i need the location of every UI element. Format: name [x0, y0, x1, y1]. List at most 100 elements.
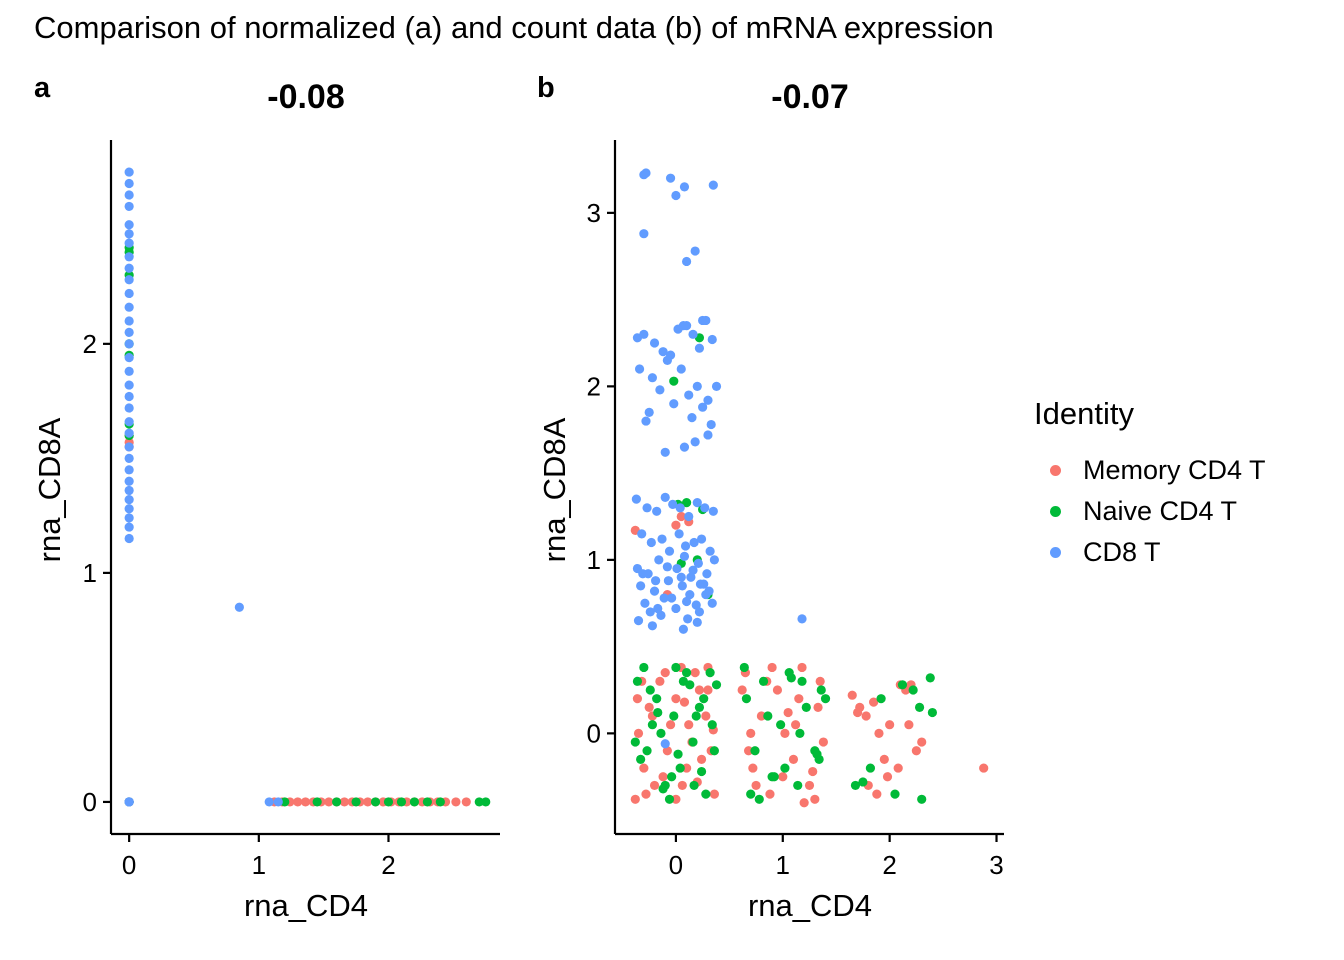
point-cd8-t — [124, 275, 134, 285]
point-memory-cd4-t — [911, 746, 921, 756]
point-naive-cd4-t — [801, 702, 811, 712]
y-tick-label: 0 — [587, 718, 601, 748]
point-naive-cd4-t — [850, 780, 861, 791]
point-cd8-t — [124, 476, 134, 486]
legend-item-naive-cd4-t: Naive CD4 T — [1034, 491, 1266, 532]
point-memory-cd4-t — [780, 728, 790, 738]
point-cd8-t — [652, 506, 662, 516]
point-naive-cd4-t — [685, 680, 695, 690]
figure-title: Comparison of normalized (a) and count d… — [34, 10, 994, 45]
point-memory-cd4-t — [808, 766, 818, 777]
point-cd8-t — [706, 419, 716, 430]
point-cd8-t — [124, 352, 134, 363]
point-cd8-t — [682, 256, 692, 267]
point-cd8-t — [649, 338, 660, 348]
point-memory-cd4-t — [788, 754, 799, 764]
point-naive-cd4-t — [689, 780, 699, 791]
point-memory-cd4-t — [893, 763, 903, 773]
point-memory-cd4-t — [746, 728, 756, 738]
point-memory-cd4-t — [339, 797, 349, 807]
point-cd8-t — [688, 565, 698, 575]
y-tick-label: 2 — [587, 371, 601, 401]
point-cd8-t — [692, 498, 702, 508]
point-memory-cd4-t — [655, 676, 665, 686]
point-memory-cd4-t — [869, 697, 879, 707]
point-naive-cd4-t — [409, 797, 420, 807]
point-cd8-t — [689, 537, 699, 548]
point-memory-cd4-t — [660, 668, 670, 678]
point-memory-cd4-t — [772, 685, 783, 695]
x-tick-label: 0 — [122, 850, 136, 880]
point-naive-cd4-t — [750, 746, 760, 756]
point-naive-cd4-t — [435, 797, 445, 807]
y-tick-label: 0 — [83, 787, 97, 817]
point-cd8-t — [653, 603, 663, 614]
point-naive-cd4-t — [812, 749, 822, 759]
point-naive-cd4-t — [647, 720, 658, 730]
point-naive-cd4-t — [688, 737, 698, 747]
point-cd8-t — [273, 797, 283, 807]
legend-label: Memory CD4 T — [1083, 455, 1266, 485]
legend-key-cd8-t — [1050, 547, 1061, 558]
point-memory-cd4-t — [815, 676, 825, 686]
point-cd8-t — [124, 220, 134, 230]
point-cd8-t — [664, 546, 675, 556]
point-memory-cd4-t — [701, 711, 711, 721]
point-naive-cd4-t — [694, 702, 705, 712]
point-cd8-t — [264, 797, 274, 807]
point-memory-cd4-t — [765, 789, 775, 799]
point-memory-cd4-t — [677, 780, 687, 791]
point-cd8-t — [124, 485, 134, 496]
point-naive-cd4-t — [865, 763, 876, 773]
point-memory-cd4-t — [696, 754, 707, 764]
point-cd8-t — [645, 607, 655, 617]
point-cd8-t — [682, 321, 692, 331]
point-cd8-t — [649, 586, 660, 596]
point-cd8-t — [687, 413, 697, 423]
panel-a-x-axis-title: rna_CD4 — [243, 888, 369, 923]
point-memory-cd4-t — [885, 720, 895, 730]
point-cd8-t — [673, 324, 683, 334]
point-memory-cd4-t — [324, 797, 334, 807]
point-cd8-t — [654, 555, 664, 565]
point-naive-cd4-t — [658, 784, 668, 794]
point-naive-cd4-t — [786, 673, 796, 683]
point-cd8-t — [699, 579, 709, 589]
point-cd8-t — [680, 541, 691, 551]
point-cd8-t — [124, 403, 134, 413]
point-naive-cd4-t — [769, 772, 779, 782]
x-tick-label: 3 — [989, 850, 1003, 880]
point-cd8-t — [651, 576, 661, 586]
point-naive-cd4-t — [652, 694, 662, 704]
point-cd8-t — [693, 558, 703, 568]
point-memory-cd4-t — [743, 746, 754, 756]
point-naive-cd4-t — [630, 737, 640, 747]
point-cd8-t — [683, 614, 693, 624]
point-cd8-t — [124, 339, 134, 349]
point-naive-cd4-t — [741, 694, 752, 704]
point-cd8-t — [676, 572, 686, 582]
point-cd8-t — [660, 492, 670, 503]
point-naive-cd4-t — [656, 728, 666, 738]
point-cd8-t — [658, 347, 668, 357]
point-cd8-t — [690, 246, 700, 256]
panel-b-x-axis-title: rna_CD4 — [747, 888, 873, 923]
point-memory-cd4-t — [799, 798, 809, 808]
point-memory-cd4-t — [630, 794, 640, 804]
point-memory-cd4-t — [748, 763, 758, 773]
y-tick-label: 1 — [83, 558, 97, 588]
panel-b-tag: b — [537, 72, 555, 104]
point-naive-cd4-t — [383, 797, 394, 807]
legend-label: CD8 T — [1083, 537, 1161, 567]
point-cd8-t — [688, 329, 698, 339]
x-tick-label: 0 — [669, 850, 683, 880]
point-naive-cd4-t — [890, 789, 900, 799]
point-cd8-t — [124, 533, 134, 544]
point-cd8-t — [797, 614, 807, 624]
point-cd8-t — [124, 238, 134, 248]
point-naive-cd4-t — [746, 789, 756, 799]
point-cd8-t — [682, 596, 692, 607]
point-cd8-t — [646, 537, 656, 548]
panel-b: 0 1 2 3 0 1 2 3 — [587, 140, 1004, 880]
